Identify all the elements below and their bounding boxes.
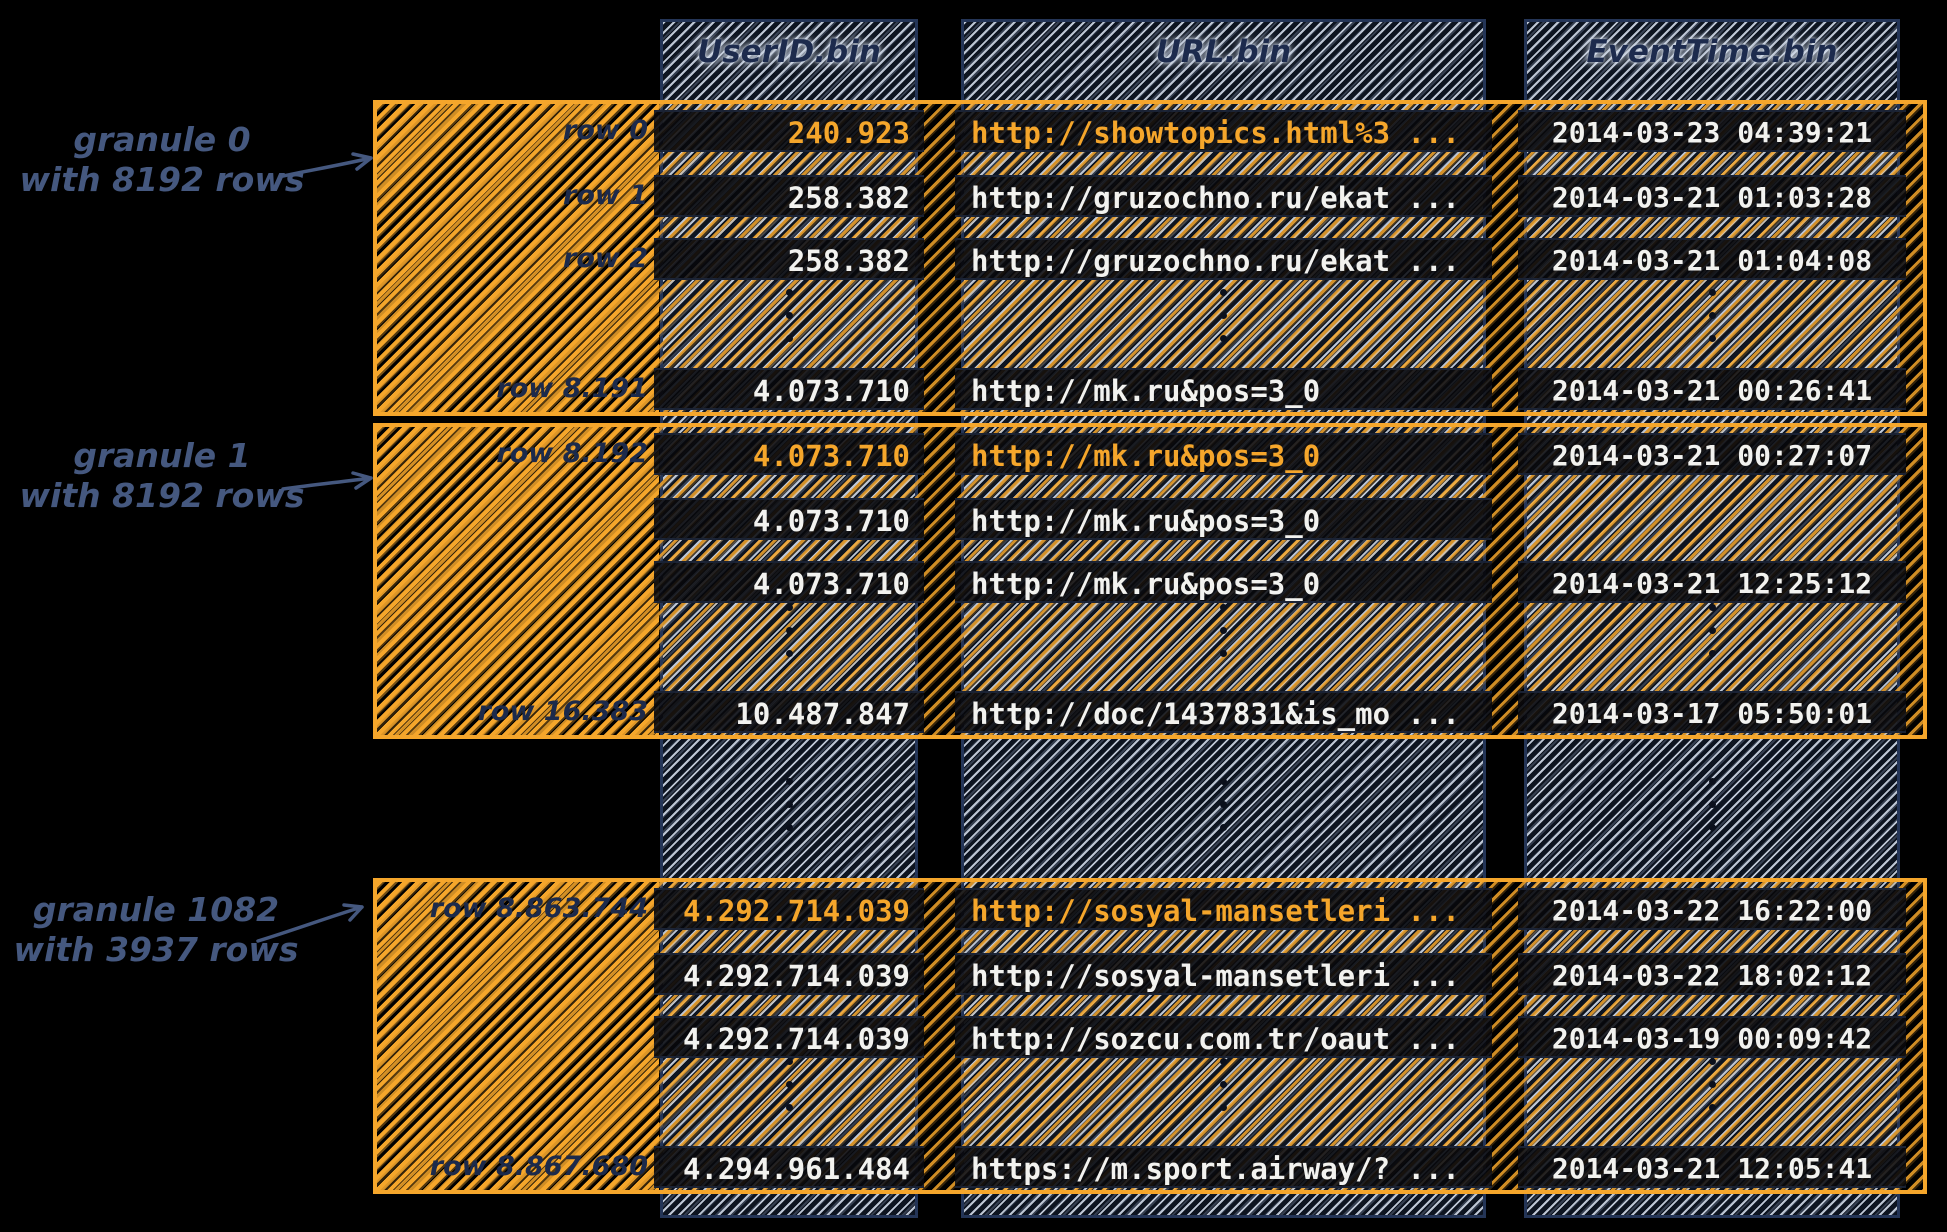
column-header-eventtime: EventTime.bin bbox=[1586, 34, 1838, 70]
row-label: row 8.192 bbox=[496, 438, 648, 469]
table-cell: 2014-03-21 12:25:12 bbox=[1518, 561, 1906, 603]
ellipsis-dots bbox=[1708, 778, 1716, 831]
row-label: row 0 bbox=[563, 115, 648, 146]
column-header-url: URL.bin bbox=[1155, 34, 1292, 70]
table-cell: 4.294.961.484 bbox=[654, 1146, 924, 1188]
table-cell: http://gruzochno.ru/ekat ... bbox=[955, 175, 1492, 217]
granule-0-annotation-line0: granule 0 bbox=[73, 120, 251, 159]
row-label: row 16.383 bbox=[477, 696, 648, 727]
ellipsis-dots bbox=[1708, 1058, 1716, 1111]
row-label: row 8.867.680 bbox=[429, 1151, 648, 1182]
arrow-granule-1082 bbox=[256, 903, 364, 943]
ellipsis-dots bbox=[1220, 778, 1228, 831]
granule-1-annotation: granule 1 with 8192 rows bbox=[12, 436, 312, 516]
table-cell: 258.382 bbox=[654, 175, 924, 217]
table-cell: 2014-03-21 12:05:41 bbox=[1518, 1146, 1906, 1188]
table-cell: 4.073.710 bbox=[654, 433, 924, 475]
row-label: row 8.863.744 bbox=[429, 893, 648, 924]
granule-1-label-zone bbox=[377, 427, 659, 735]
table-cell: 2014-03-19 00:09:42 bbox=[1518, 1016, 1906, 1058]
granule-0-annotation-line1: with 8192 rows bbox=[19, 160, 305, 199]
table-cell: http://mk.ru&pos=3_0 bbox=[955, 498, 1492, 540]
granule-1082-annotation: granule 1082 with 3937 rows bbox=[6, 890, 306, 970]
arrow-granule-1 bbox=[281, 471, 373, 491]
ellipsis-dots bbox=[1220, 604, 1228, 657]
table-cell: 4.073.710 bbox=[654, 368, 924, 410]
table-cell: 4.292.714.039 bbox=[654, 1016, 924, 1058]
ellipsis-dots bbox=[785, 778, 793, 831]
granule-1082-annotation-line0: granule 1082 bbox=[32, 890, 280, 929]
table-cell: 2014-03-21 01:04:08 bbox=[1518, 238, 1906, 280]
table-cell: http://showtopics.html%3 ... bbox=[955, 110, 1492, 152]
table-cell: http://mk.ru&pos=3_0 bbox=[955, 561, 1492, 603]
granule-1082-label-zone bbox=[377, 882, 659, 1190]
table-cell: http://mk.ru&pos=3_0 bbox=[955, 433, 1492, 475]
row-label: row 8.191 bbox=[496, 373, 648, 404]
table-cell: https://m.sport.airway/? ... bbox=[955, 1146, 1492, 1188]
table-cell: http://doc/1437831&is_mo ... bbox=[955, 691, 1492, 733]
table-cell: http://mk.ru&pos=3_0 bbox=[955, 368, 1492, 410]
granule-0-annotation: granule 0 with 8192 rows bbox=[12, 120, 312, 200]
table-cell: 2014-03-17 05:50:01 bbox=[1518, 691, 1906, 733]
table-cell: http://sosyal-mansetleri ... bbox=[955, 888, 1492, 930]
ellipsis-dots bbox=[785, 604, 793, 657]
ellipsis-dots bbox=[1220, 1058, 1228, 1111]
row-label: row 1 bbox=[563, 180, 648, 211]
ellipsis-dots bbox=[1708, 604, 1716, 657]
granule-1082-annotation-line1: with 3937 rows bbox=[13, 930, 299, 969]
granule-1-annotation-line0: granule 1 bbox=[73, 436, 251, 475]
table-cell: http://sozcu.com.tr/oaut ... bbox=[955, 1016, 1492, 1058]
table-cell: 258.382 bbox=[654, 238, 924, 280]
ellipsis-dots bbox=[1220, 289, 1228, 342]
table-cell: http://gruzochno.ru/ekat ... bbox=[955, 238, 1492, 280]
table-cell: 10.487.847 bbox=[654, 691, 924, 733]
row-label: row 2 bbox=[563, 243, 648, 274]
ellipsis-dots bbox=[1708, 289, 1716, 342]
table-cell: 4.292.714.039 bbox=[654, 953, 924, 995]
table-cell: 2014-03-23 04:39:21 bbox=[1518, 110, 1906, 152]
granule-1-annotation-line1: with 8192 rows bbox=[19, 476, 305, 515]
ellipsis-dots bbox=[785, 289, 793, 342]
table-cell: 2014-03-22 16:22:00 bbox=[1518, 888, 1906, 930]
table-cell: http://sosyal-mansetleri ... bbox=[955, 953, 1492, 995]
table-cell: 2014-03-21 00:26:41 bbox=[1518, 368, 1906, 410]
table-cell: 240.923 bbox=[654, 110, 924, 152]
table-cell: 4.292.714.039 bbox=[654, 888, 924, 930]
arrow-granule-0 bbox=[281, 152, 373, 178]
table-cell: 4.073.710 bbox=[654, 498, 924, 540]
granule-0-label-zone bbox=[377, 104, 659, 412]
table-cell: 2014-03-22 18:02:12 bbox=[1518, 953, 1906, 995]
granule-0-box bbox=[373, 100, 1927, 416]
table-cell: 2014-03-21 00:27:07 bbox=[1518, 433, 1906, 475]
ellipsis-dots bbox=[785, 1058, 793, 1111]
table-cell: 2014-03-21 01:03:28 bbox=[1518, 175, 1906, 217]
table-cell: 4.073.710 bbox=[654, 561, 924, 603]
column-header-userid: UserID.bin bbox=[697, 34, 881, 70]
